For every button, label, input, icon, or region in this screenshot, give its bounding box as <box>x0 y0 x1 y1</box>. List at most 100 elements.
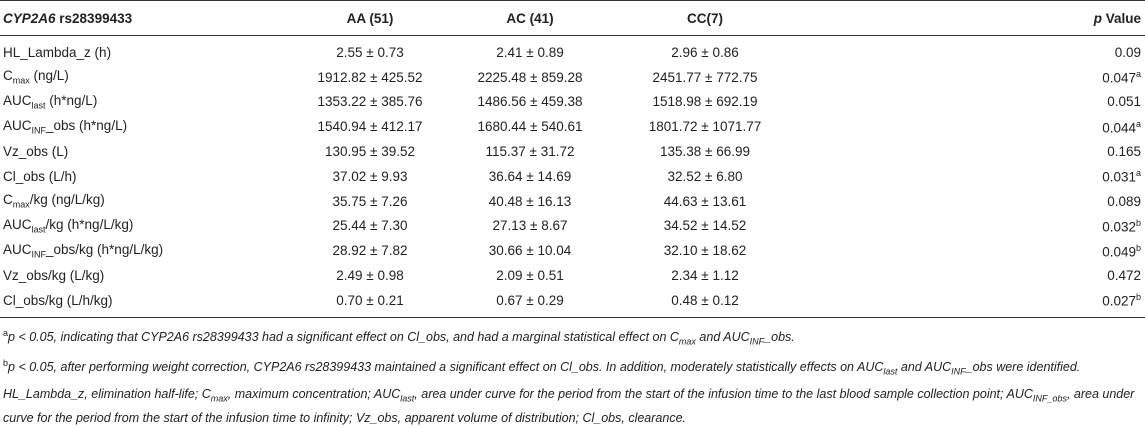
header-cell: CYP2A6 rs28399433 <box>0 1 275 36</box>
row-label: Cmax/kg (ng/L/kg) <box>0 189 275 214</box>
text-part: _obs (h*ng/L) <box>46 117 128 133</box>
table-body: HL_Lambda_z (h) 2.55 ± 0.73 2.41 ± 0.89 2.9… <box>0 36 1145 318</box>
text-part: _obs were identified. <box>965 360 1081 375</box>
table-cell: 0.09 <box>815 36 1145 65</box>
text-part: p < 0.05, after performing weight correc… <box>8 360 884 375</box>
table-cell: 1540.94 ± 412.17 <box>275 114 465 139</box>
row-label: HL_Lambda_z (h) <box>0 36 275 65</box>
text-part: and AUC <box>695 329 750 344</box>
text-part: 2.09 ± 0.51 <box>496 268 564 284</box>
table-cell: 0.089 <box>815 189 1145 214</box>
text-part: 28.92 ± 7.82 <box>332 243 408 259</box>
text-part: C <box>3 192 13 208</box>
text-part: 27.13 ± 8.67 <box>492 218 568 234</box>
text-part: 0.031 <box>1102 169 1136 185</box>
table-header: CYP2A6 rs28399433 AA (51) AC (41) CC(7) p Va… <box>0 0 1145 36</box>
text-part: 35.75 ± 7.26 <box>332 193 408 209</box>
text-part: 0.089 <box>1107 193 1141 209</box>
text-part: 2.41 ± 0.89 <box>496 44 564 60</box>
header-cell: AA (51) <box>275 1 465 36</box>
table-cell: 2225.48 ± 859.28 <box>465 65 595 90</box>
table-cell: 115.37 ± 31.72 <box>465 139 595 164</box>
text-part: /kg (h*ng/L/kg) <box>45 217 134 233</box>
text-part: 32.52 ± 6.80 <box>667 168 743 184</box>
text-part: HL_Lambda_z (h) <box>3 44 112 60</box>
text-part: Value <box>1101 10 1141 26</box>
text-part: INF_obs <box>1032 393 1067 404</box>
text-part: b <box>1135 242 1141 253</box>
table-cell: 34.52 ± 14.52 <box>595 214 815 239</box>
text-part: 25.44 ± 7.30 <box>332 218 408 234</box>
table-row: Cmax (ng/L) 1912.82 ± 425.52 2225.48 ± 859… <box>0 65 1145 90</box>
footnote: ap < 0.05, indicating that CYP2A6 rs2839… <box>3 324 1142 352</box>
table-row: AUClast (h*ng/L) 1353.22 ± 385.76 1486.56 … <box>0 90 1145 115</box>
text-part: AUC <box>3 117 32 133</box>
text-part: b <box>1135 217 1141 228</box>
text-part: AA (51) <box>346 10 394 26</box>
text-part: INF <box>31 125 47 136</box>
text-part: CC(7) <box>687 10 723 26</box>
text-part: 0.165 <box>1107 144 1141 160</box>
table-cell: 30.66 ± 10.04 <box>465 238 595 263</box>
text-part: /kg (ng/L/kg) <box>29 192 105 208</box>
text-part: Vz_obs/kg (L/kg) <box>3 268 105 284</box>
text-part: 2.49 ± 0.98 <box>336 268 404 284</box>
table-row: Vz_obs/kg (L/kg) 2.49 ± 0.98 2.09 ± 0.51 2.… <box>0 263 1145 288</box>
table-cell: 25.44 ± 7.30 <box>275 214 465 239</box>
text-part: a <box>1135 68 1141 79</box>
table-row: AUCINF_obs/kg (h*ng/L/kg) 28.92 ± 7.82 30.… <box>0 238 1145 263</box>
header-cell: AC (41) <box>465 1 595 36</box>
header-row: CYP2A6 rs28399433 AA (51) AC (41) CC(7) p Va… <box>0 0 1145 36</box>
text-part: 0.047 <box>1102 70 1136 86</box>
table-cell: 0.027b <box>815 288 1145 317</box>
table-cell: 0.044a <box>815 114 1145 139</box>
table-cell: 135.38 ± 66.99 <box>595 139 815 164</box>
table-row: Vz_obs (L) 130.95 ± 39.52 115.37 ± 31.72 13… <box>0 139 1145 164</box>
row-label: AUClast/kg (h*ng/L/kg) <box>0 214 275 239</box>
text-part: , area under curve for the period from t… <box>414 387 1033 402</box>
table-cell: 40.48 ± 16.13 <box>465 189 595 214</box>
text-part: 1912.82 ± 425.52 <box>317 69 423 85</box>
text-part: last <box>31 100 46 111</box>
text-part: AC (41) <box>506 10 554 26</box>
row-label: AUClast (h*ng/L) <box>0 90 275 115</box>
text-part: AUC <box>3 241 32 257</box>
text-part: Vz_obs (L) <box>3 144 69 160</box>
text-part: 1486.56 ± 459.38 <box>477 94 583 110</box>
table-cell: 0.047a <box>815 65 1145 90</box>
table-cell: 0.472 <box>815 263 1145 288</box>
text-part: max <box>210 393 228 404</box>
table-cell: 2.49 ± 0.98 <box>275 263 465 288</box>
row-label: Vz_obs/kg (L/kg) <box>0 263 275 288</box>
text-part: 0.049 <box>1102 244 1136 260</box>
text-part: a <box>1135 168 1141 179</box>
table-cell: 0.051 <box>815 90 1145 115</box>
table-cell: 2.96 ± 0.86 <box>595 36 815 65</box>
text-part: _obs. <box>764 329 795 344</box>
table-cell: 1518.98 ± 692.19 <box>595 90 815 115</box>
table-cell: 0.165 <box>815 139 1145 164</box>
text-part: max <box>12 76 30 87</box>
row-label: Cl_obs/kg (L/h/kg) <box>0 288 275 317</box>
table-cell: 2.34 ± 1.12 <box>595 263 815 288</box>
text-part: AUC <box>3 217 32 233</box>
table-cell: 0.032b <box>815 214 1145 239</box>
text-part: 1540.94 ± 412.17 <box>317 119 423 135</box>
table-row: Cmax/kg (ng/L/kg) 35.75 ± 7.26 40.48 ± 16.… <box>0 189 1145 214</box>
text-part: 36.64 ± 14.69 <box>488 168 572 184</box>
text-part: 0.044 <box>1102 120 1136 136</box>
text-part: (ng/L) <box>29 68 69 84</box>
text-part: 0.051 <box>1107 94 1141 110</box>
footnote: HL_Lambda_z, elimination half-life; Cmax… <box>3 385 1142 428</box>
table-cell: 1680.44 ± 540.61 <box>465 114 595 139</box>
table-cell: 1486.56 ± 459.38 <box>465 90 595 115</box>
text-part: 0.70 ± 0.21 <box>336 292 404 308</box>
text-part: 2225.48 ± 859.28 <box>477 69 583 85</box>
table-cell: 2.09 ± 0.51 <box>465 263 595 288</box>
text-part: 0.67 ± 0.29 <box>496 292 564 308</box>
text-part: 34.52 ± 14.52 <box>663 218 747 234</box>
text-part: last <box>31 224 46 235</box>
header-cell: CC(7) <box>595 1 815 36</box>
table-cell: 44.63 ± 13.61 <box>595 189 815 214</box>
